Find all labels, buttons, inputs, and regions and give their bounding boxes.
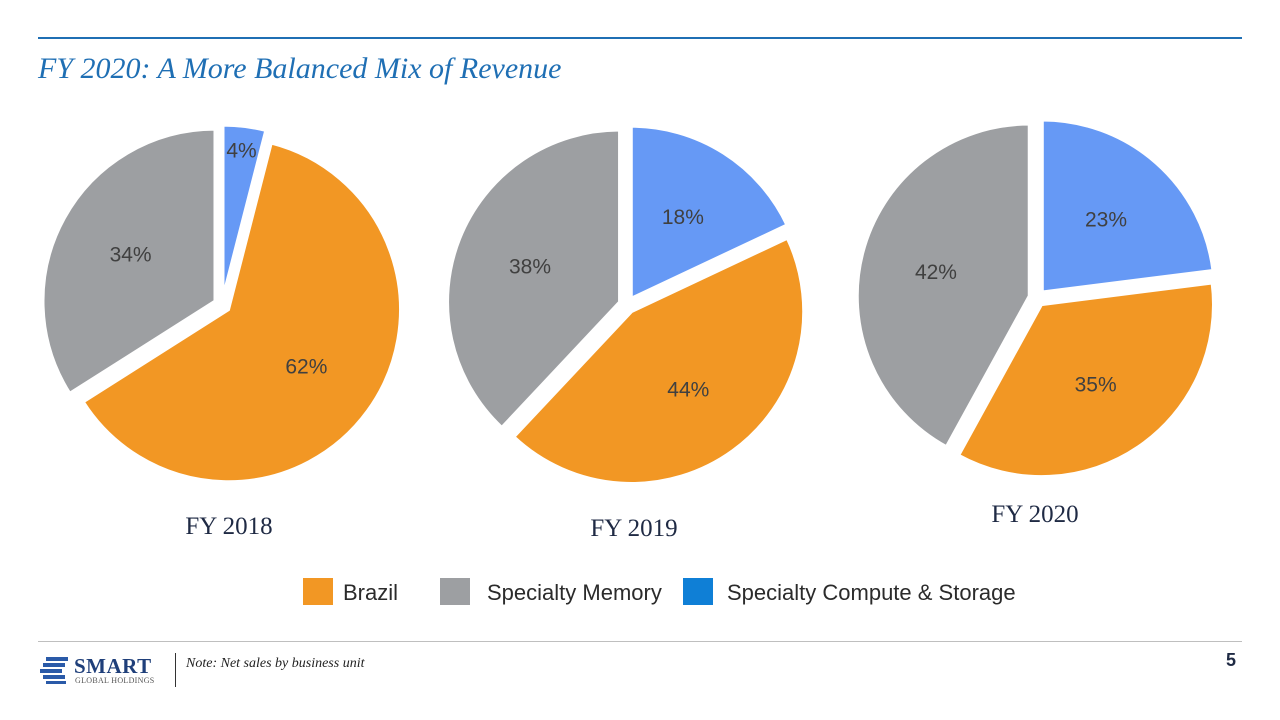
pie-label-fy-2019-specialty-memory: 38% (509, 256, 551, 279)
title-rule (38, 37, 1242, 39)
pie-label-fy-2018-specialty-memory: 34% (110, 244, 152, 267)
pie-slice-fy-2020-brazil (956, 281, 1215, 479)
legend-swatch-specialty-compute-storage (683, 578, 713, 605)
pie-label-fy-2020-brazil: 35% (1075, 373, 1117, 396)
pie-label-fy-2018-brazil: 62% (285, 355, 327, 378)
pie-charts: 4% 62% 34% FY 2018 18% 44% 38% FY 2019 23% 35% 42%… (41, 118, 1215, 542)
pie-title-fy-2020: FY 2020 (991, 501, 1078, 528)
pie-label-fy-2020-specialty-memory: 42% (915, 261, 957, 284)
pie-slice-fy-2018-brazil (81, 141, 402, 484)
legend-swatch-brazil (303, 578, 333, 605)
slide-title: FY 2020: A More Balanced Mix of Revenue (38, 52, 562, 85)
pie-title-fy-2018: FY 2018 (185, 513, 272, 540)
pie-label-fy-2018-compute-storage: 4% (226, 139, 256, 162)
footer-divider (175, 653, 176, 687)
legend-swatch-specialty-memory (440, 578, 470, 605)
logo-mark-icon (40, 657, 68, 684)
legend-label-brazil: Brazil (343, 580, 399, 605)
pie-slice-fy-2018-specialty-memory (41, 127, 217, 396)
legend-label-specialty-memory: Specialty Memory (487, 580, 662, 605)
legend-label-specialty-compute-storage: Specialty Compute & Storage (727, 580, 1016, 605)
footnote: Note: Net sales by business unit (186, 656, 365, 671)
page-number: 5 (1226, 650, 1237, 670)
pie-slice-fy-2018-compute-storage (221, 123, 268, 298)
logo-subtitle: GLOBAL HOLDINGS (75, 676, 155, 685)
pie-label-fy-2019-brazil: 44% (667, 378, 709, 401)
pie-title-fy-2019: FY 2019 (590, 515, 677, 542)
pie-label-fy-2020-compute-storage: 23% (1085, 209, 1127, 232)
pie-slice-fy-2020-compute-storage (1040, 118, 1215, 294)
pie-slice-fy-2019-compute-storage (629, 124, 789, 301)
pie-slice-fy-2019-brazil (511, 236, 806, 485)
pie-label-fy-2019-compute-storage: 18% (662, 206, 704, 229)
pie-slice-fy-2020-specialty-memory (855, 122, 1031, 449)
logo-text: SMART (74, 654, 152, 678)
company-logo: SMART GLOBAL HOLDINGS (40, 654, 160, 688)
footer-rule (38, 641, 1242, 642)
pie-slice-fy-2019-specialty-memory (446, 128, 622, 430)
